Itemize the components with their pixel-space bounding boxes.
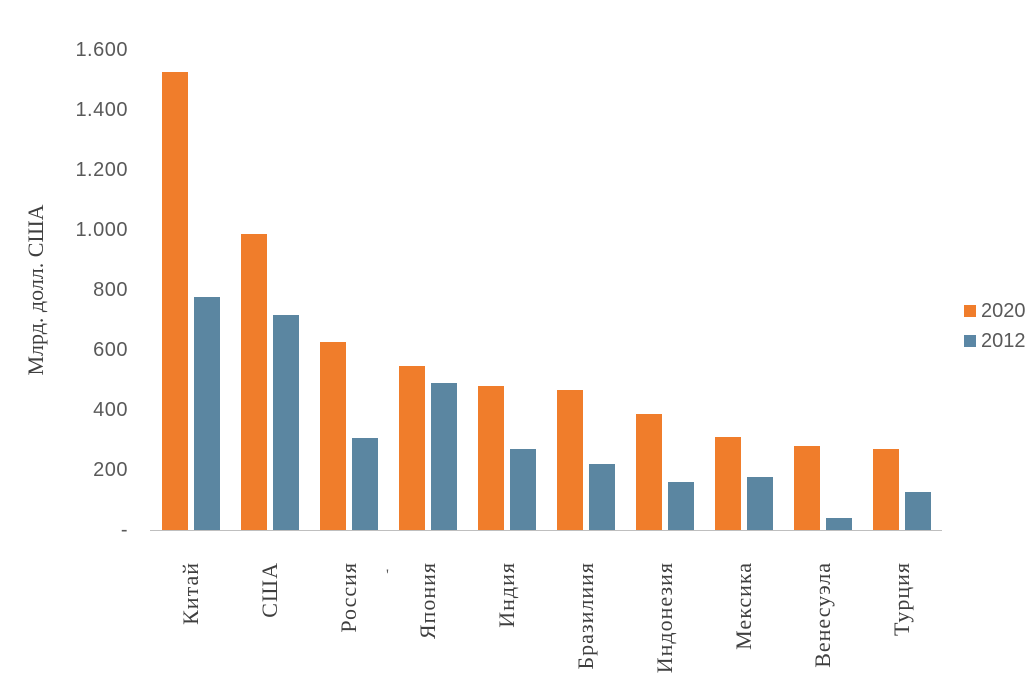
category-label-Индонезия: Индонезия xyxy=(652,562,677,674)
bar-2012-Мексика xyxy=(747,477,773,530)
bar-2020-Венесуэла xyxy=(794,446,820,530)
category-label-Япония: Япония xyxy=(415,562,440,640)
ytick-label: 200 xyxy=(93,459,128,481)
bar-2020-Индонезия xyxy=(636,414,662,530)
y-axis-title: Млрд. долл. США xyxy=(23,204,48,376)
ytick-label: 1.600 xyxy=(75,39,128,61)
bar-2020-Индия xyxy=(478,386,504,530)
bar-2012-Китай xyxy=(194,297,220,530)
ytick-label: - xyxy=(120,519,128,541)
bar-2020-Турция xyxy=(873,449,899,530)
legend-item-2012: 2012 xyxy=(964,330,1026,352)
legend-swatch-icon xyxy=(964,335,976,347)
category-label-Мексика: Мексика xyxy=(731,562,756,650)
bar-2020-Россия xyxy=(320,342,346,530)
legend: 2020 2012 xyxy=(964,300,1026,360)
bar-2012-Венесуэла xyxy=(826,518,852,530)
stray-mark: ' xyxy=(386,567,389,584)
category-label-Бразилиия: Бразилиия xyxy=(573,562,598,670)
ytick-label: 400 xyxy=(93,399,128,421)
bar-2020-Мексика xyxy=(715,437,741,530)
category-label-Россия: Россия xyxy=(336,562,361,633)
ytick-label: 1.400 xyxy=(75,99,128,121)
legend-label: 2020 xyxy=(981,299,1026,322)
legend-label: 2012 xyxy=(981,329,1026,352)
bar-2012-Турция xyxy=(905,492,931,530)
bar-2020-Китай xyxy=(162,72,188,530)
x-axis-line xyxy=(150,530,942,531)
category-label-Турция: Турция xyxy=(889,562,914,637)
category-label-Китай: Китай xyxy=(178,562,203,625)
bar-2012-Индия xyxy=(510,449,536,530)
bar-2012-Япония xyxy=(431,383,457,530)
bar-2012-Индонезия xyxy=(668,482,694,530)
category-label-Венесуэла: Венесуэла xyxy=(810,562,835,668)
ytick-label: 800 xyxy=(93,279,128,301)
category-label-Индия: Индия xyxy=(494,562,519,628)
bar-2020-Япония xyxy=(399,366,425,530)
legend-item-2020: 2020 xyxy=(964,300,1026,322)
ytick-label: 1.000 xyxy=(75,219,128,241)
bar-2020-США xyxy=(241,234,267,530)
ytick-label: 600 xyxy=(93,339,128,361)
legend-swatch-icon xyxy=(964,305,976,317)
category-label-США: США xyxy=(257,562,282,618)
ytick-label: 1.200 xyxy=(75,159,128,181)
bar-2020-Бразилиия xyxy=(557,390,583,530)
bar-2012-США xyxy=(273,315,299,530)
bar-2012-Россия xyxy=(352,438,378,530)
bar-2012-Бразилиия xyxy=(589,464,615,530)
